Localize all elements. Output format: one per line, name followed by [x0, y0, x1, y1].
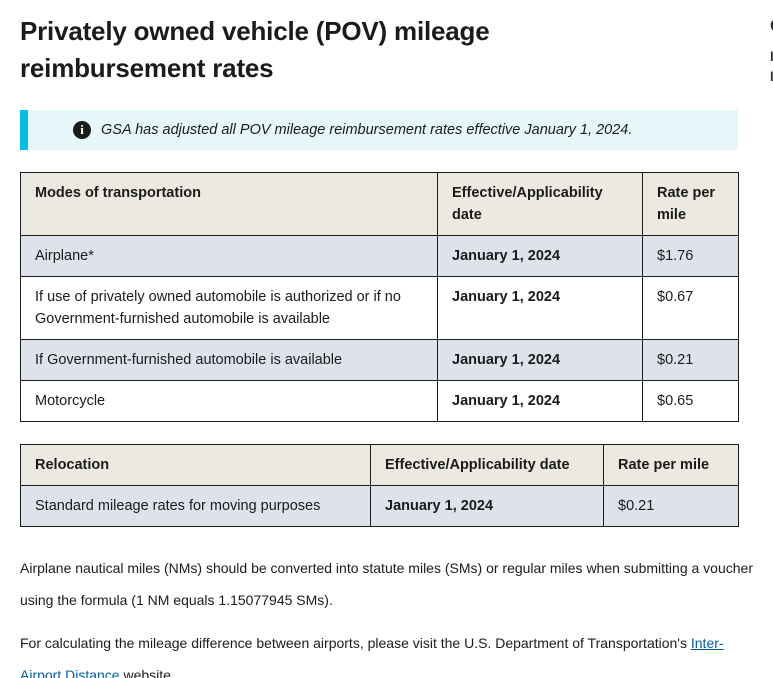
inter-airport-distance-link[interactable]: Inter-Airport Distance	[20, 635, 724, 678]
relocation-header-rate: Rate per mile	[603, 444, 739, 486]
mode-cell: Airplane*	[20, 235, 438, 277]
mode-cell: Motorcycle	[20, 380, 438, 422]
table-row: Airplane* January 1, 2024 $1.76	[20, 235, 739, 277]
rate-cell: $0.21	[642, 339, 739, 381]
table-row: If Government-furnished automobile is av…	[20, 339, 739, 381]
date-cell: January 1, 2024	[437, 235, 643, 277]
pov-table-header-row: Modes of transportation Effective/Applic…	[20, 172, 739, 236]
date-cell: January 1, 2024	[437, 339, 643, 381]
pov-rates-table: Modes of transportation Effective/Applic…	[20, 172, 739, 422]
rate-cell: $0.65	[642, 380, 739, 422]
date-cell: January 1, 2024	[370, 485, 604, 527]
main-content: Privately owned vehicle (POV) mileage re…	[20, 16, 753, 678]
table-row: Standard mileage rates for moving purpos…	[20, 485, 739, 527]
rate-cell: $0.21	[603, 485, 739, 527]
relocation-rates-table: Relocation Effective/Applicability date …	[20, 444, 739, 527]
airport-distance-note: For calculating the mileage difference b…	[20, 627, 762, 678]
airport-distance-note-suffix: website.	[119, 667, 175, 678]
date-cell: January 1, 2024	[437, 380, 643, 422]
clipped-text-fragment: l	[770, 69, 773, 84]
clipped-text-fragment: C	[770, 16, 773, 36]
clipped-text-fragment: l	[770, 49, 773, 64]
info-alert-text: GSA has adjusted all POV mileage reimbur…	[101, 122, 633, 138]
clipped-right-content: C l l	[769, 0, 773, 100]
mode-cell: Standard mileage rates for moving purpos…	[20, 485, 371, 527]
table-row: If use of privately owned automobile is …	[20, 276, 739, 340]
date-cell: January 1, 2024	[437, 276, 643, 340]
relocation-table-header-row: Relocation Effective/Applicability date …	[20, 444, 739, 486]
relocation-header-date: Effective/Applicability date	[370, 444, 604, 486]
rate-cell: $0.67	[642, 276, 739, 340]
airplane-nautical-miles-note: Airplane nautical miles (NMs) should be …	[20, 560, 753, 608]
table-row: Motorcycle January 1, 2024 $0.65	[20, 380, 739, 422]
pov-header-modes: Modes of transportation	[20, 172, 438, 236]
page-title: Privately owned vehicle (POV) mileage re…	[20, 16, 490, 83]
mode-cell: If use of privately owned automobile is …	[20, 276, 438, 340]
info-alert: i GSA has adjusted all POV mileage reimb…	[20, 110, 738, 150]
airport-distance-note-text: For calculating the mileage difference b…	[20, 635, 691, 651]
info-icon: i	[73, 121, 91, 139]
pov-header-date: Effective/Applicability date	[437, 172, 643, 236]
relocation-header-label: Relocation	[20, 444, 371, 486]
pov-header-rate: Rate per mile	[642, 172, 739, 236]
mode-cell: If Government-furnished automobile is av…	[20, 339, 438, 381]
rate-cell: $1.76	[642, 235, 739, 277]
